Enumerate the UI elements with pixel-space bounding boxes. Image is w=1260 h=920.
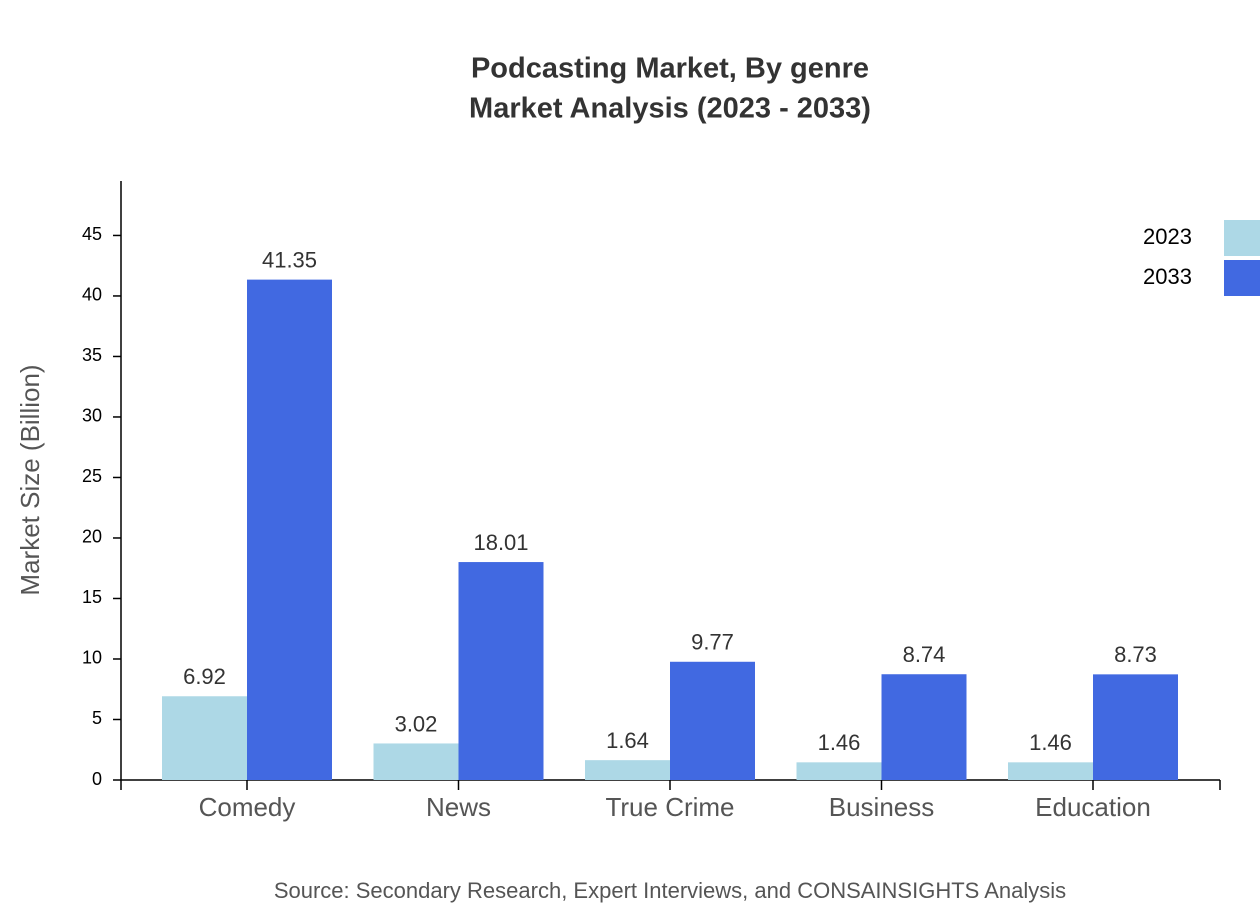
- value-label: 9.77: [691, 630, 734, 655]
- bar: [670, 661, 755, 780]
- y-tick-label: 30: [82, 406, 102, 426]
- value-label: 1.46: [1029, 730, 1072, 755]
- bar: [247, 279, 332, 780]
- bar: [162, 696, 247, 780]
- x-tick-label: Comedy: [199, 792, 296, 822]
- bar: [373, 743, 459, 780]
- y-tick-label: 0: [92, 769, 102, 789]
- y-tick-label: 10: [82, 648, 102, 668]
- bar: [458, 562, 544, 780]
- bar: [1008, 762, 1093, 780]
- y-tick-label: 35: [82, 345, 102, 365]
- x-tick-label: News: [426, 792, 491, 822]
- value-label: 41.35: [262, 247, 317, 272]
- legend-label: 2023: [1143, 224, 1192, 249]
- value-label: 1.64: [606, 728, 649, 753]
- y-tick-label: 15: [82, 587, 102, 607]
- x-tick-label: Business: [829, 792, 935, 822]
- y-axis-label: Market Size (Billion): [15, 364, 45, 595]
- value-label: 6.92: [183, 664, 226, 689]
- value-label: 18.01: [473, 530, 528, 555]
- y-tick-label: 45: [82, 224, 102, 244]
- y-tick-label: 40: [82, 285, 102, 305]
- value-label: 8.74: [903, 642, 946, 667]
- value-label: 1.46: [818, 730, 861, 755]
- bar: [881, 674, 967, 780]
- y-tick-label: 20: [82, 527, 102, 547]
- bar: [1093, 674, 1178, 780]
- legend-label: 2033: [1143, 264, 1192, 289]
- value-label: 3.02: [395, 711, 438, 736]
- source-note: Source: Secondary Research, Expert Inter…: [274, 878, 1066, 903]
- bar: [585, 760, 670, 780]
- value-label: 8.73: [1114, 642, 1157, 667]
- legend-swatch: [1224, 260, 1260, 296]
- bar: [796, 762, 882, 780]
- chart-title: Podcasting Market, By genre: [471, 53, 869, 85]
- y-tick-label: 5: [92, 708, 102, 728]
- chart-subtitle: Market Analysis (2023 - 2033): [469, 93, 871, 125]
- x-tick-label: True Crime: [605, 792, 734, 822]
- legend-swatch: [1224, 220, 1260, 256]
- y-tick-label: 25: [82, 466, 102, 486]
- x-tick-label: Education: [1035, 792, 1151, 822]
